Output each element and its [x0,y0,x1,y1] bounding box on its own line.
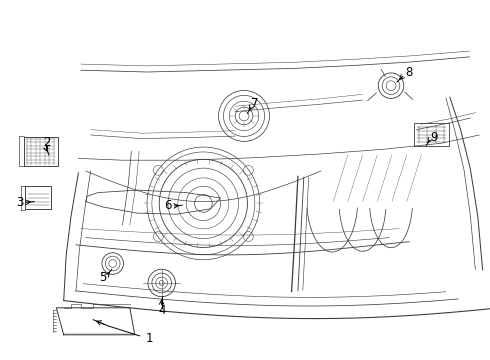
Text: 3: 3 [16,196,24,209]
Text: 9: 9 [430,131,438,144]
Text: 1: 1 [146,332,153,345]
Text: 6: 6 [164,199,171,212]
Text: 7: 7 [251,97,259,110]
Text: 4: 4 [158,304,166,317]
Text: 2: 2 [43,136,50,149]
Text: 5: 5 [99,271,107,284]
Text: 8: 8 [405,66,413,79]
